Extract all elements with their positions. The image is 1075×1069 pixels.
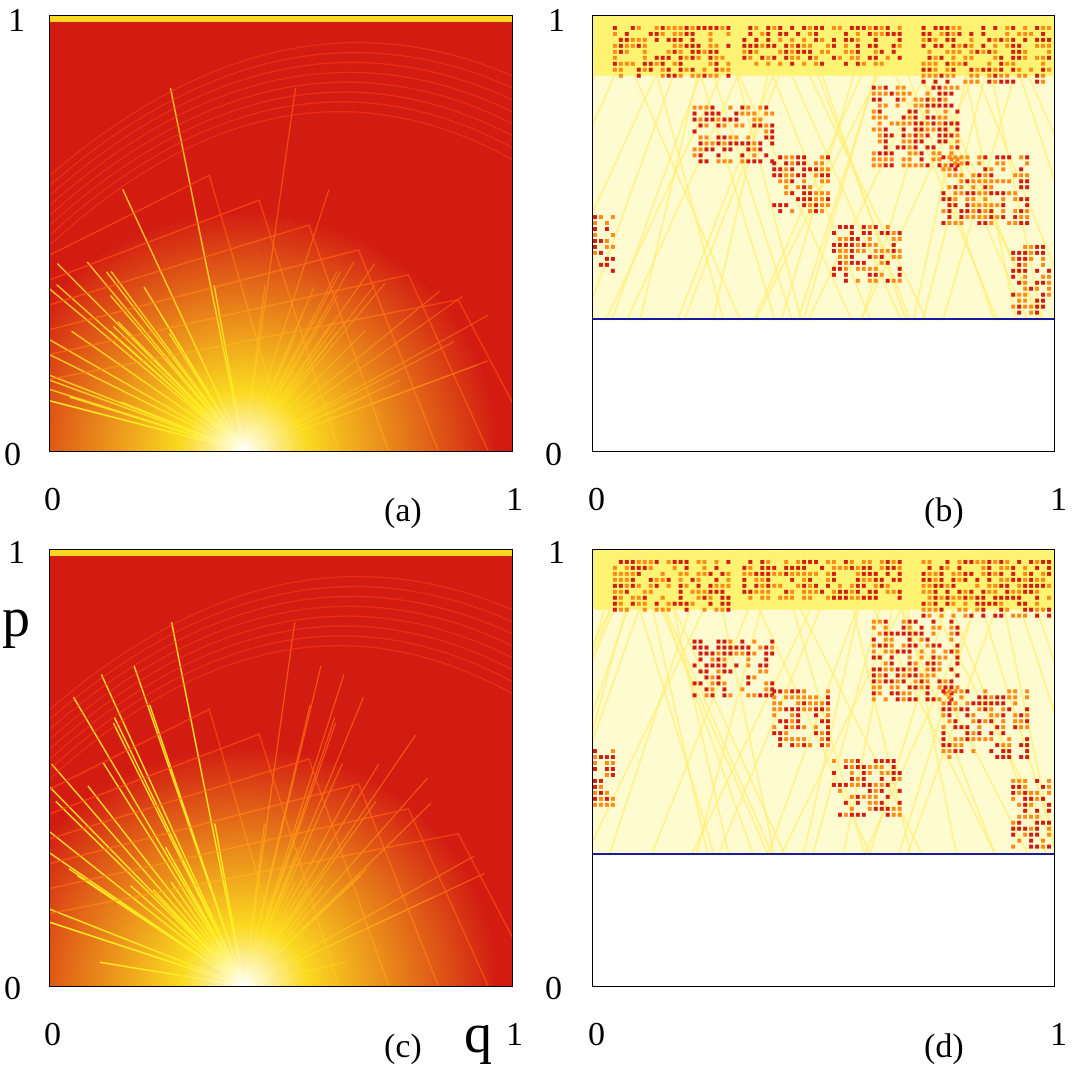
panel-a-plot bbox=[49, 15, 513, 452]
panel-a-p-top-tick: 1 bbox=[8, 2, 25, 39]
panel-a-heatmap bbox=[50, 16, 512, 451]
q-axis-label: q bbox=[464, 1003, 492, 1065]
panel-b-p-bottom-tick: 0 bbox=[545, 436, 562, 473]
panel-b-q-left-tick: 0 bbox=[588, 481, 605, 518]
panel-d-plot bbox=[592, 549, 1055, 987]
panel-c-p-bottom-tick: 0 bbox=[4, 970, 21, 1007]
panel-c-heatmap bbox=[50, 550, 512, 986]
panel-c-q-left-tick: 0 bbox=[44, 1016, 61, 1053]
panel-a-q-left-tick: 0 bbox=[44, 481, 61, 518]
panel-c-caption: (c) bbox=[384, 1028, 422, 1065]
panel-b-plot bbox=[592, 15, 1055, 452]
panel-d-q-right-tick: 1 bbox=[1050, 1016, 1067, 1053]
panel-a-q-right-tick: 1 bbox=[506, 481, 523, 518]
panel-d-cutoff-line bbox=[593, 853, 1054, 855]
panel-d-p-bottom-tick: 0 bbox=[545, 970, 562, 1007]
panel-c-p-top-tick: 1 bbox=[8, 534, 25, 571]
panel-c-q-right-tick: 1 bbox=[506, 1016, 523, 1053]
panel-b-heatmap bbox=[593, 16, 1054, 451]
panel-d-q-left-tick: 0 bbox=[588, 1016, 605, 1053]
panel-d-heatmap bbox=[593, 550, 1054, 986]
panel-d-caption: (d) bbox=[924, 1028, 964, 1065]
p-axis-label: p bbox=[2, 587, 30, 649]
panel-a-caption: (a) bbox=[384, 492, 422, 529]
panel-b-caption: (b) bbox=[924, 492, 964, 529]
panel-b-cutoff-line bbox=[593, 318, 1054, 320]
panel-b-q-right-tick: 1 bbox=[1050, 481, 1067, 518]
panel-a-p-bottom-tick: 0 bbox=[4, 436, 21, 473]
panel-d-p-top-tick: 1 bbox=[548, 534, 565, 571]
panel-c-plot bbox=[49, 549, 513, 987]
panel-b-p-top-tick: 1 bbox=[548, 2, 565, 39]
